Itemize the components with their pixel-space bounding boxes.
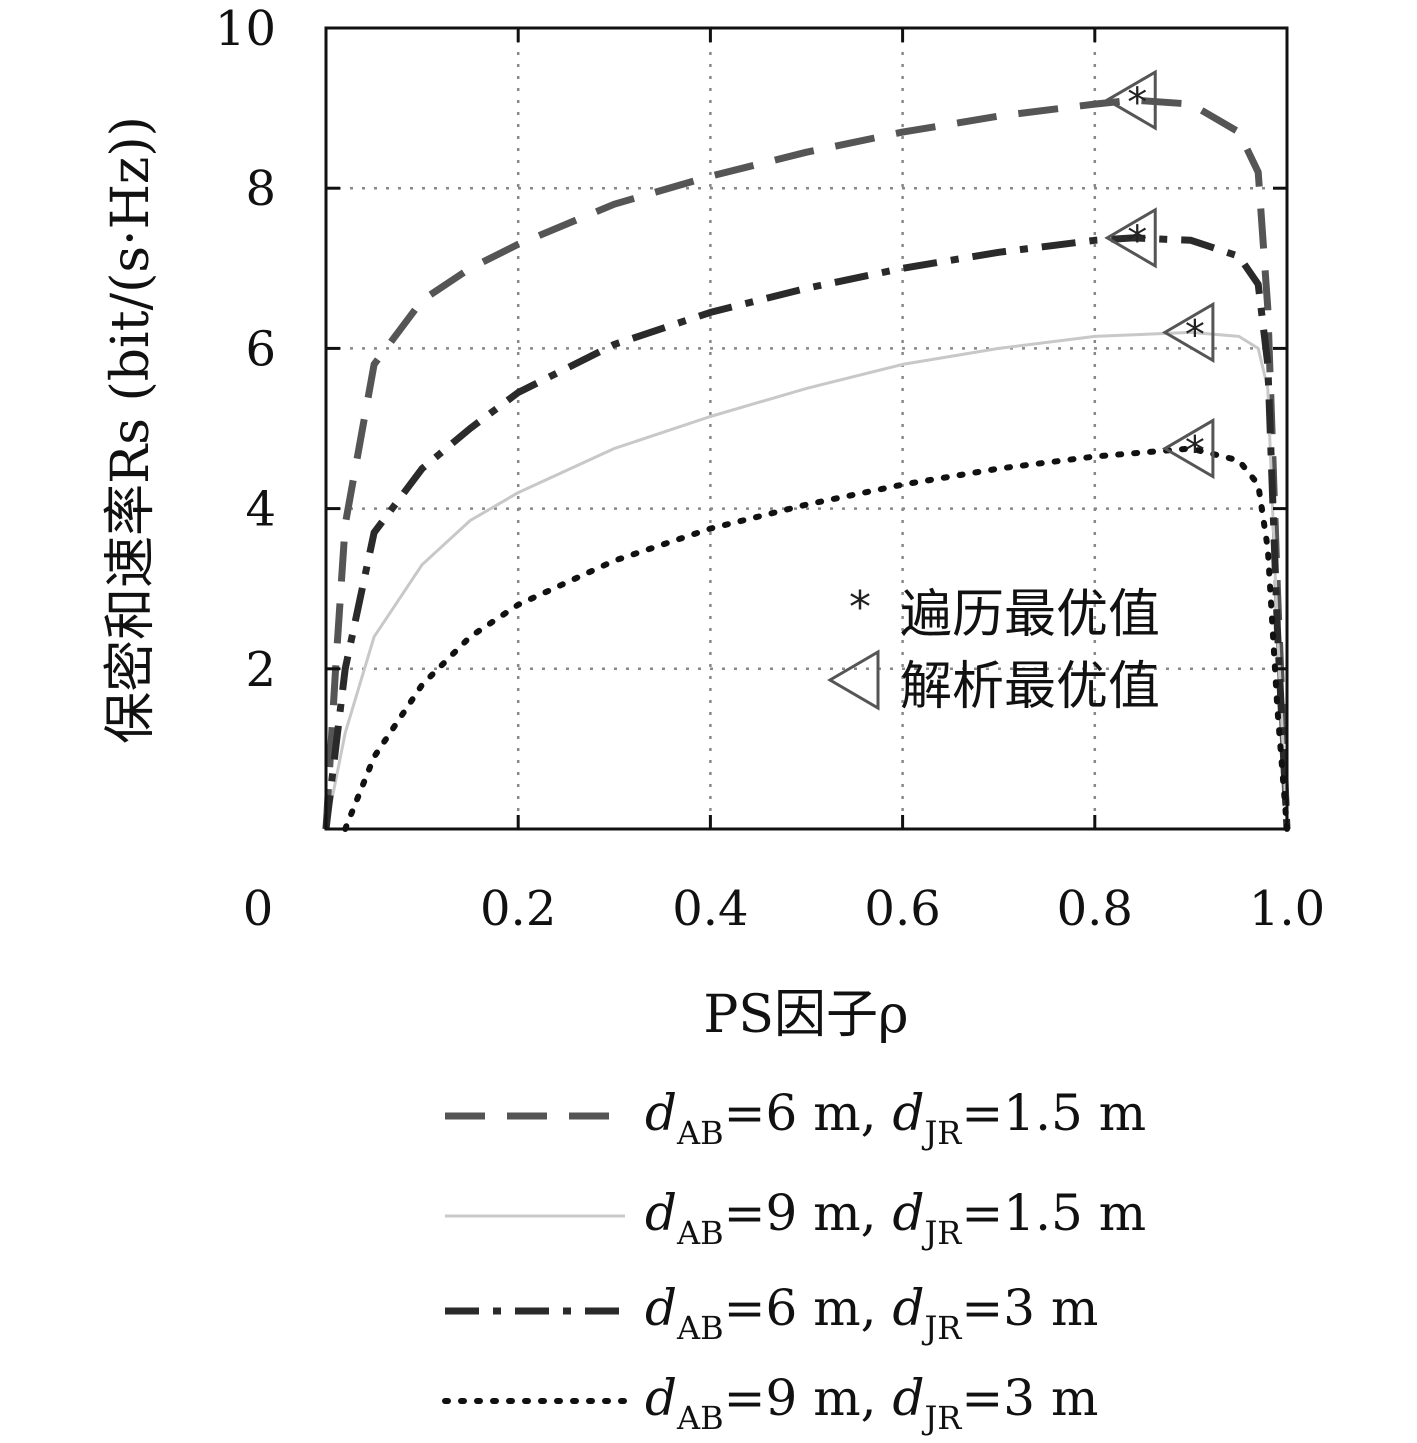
legend-label-2: dAB=9 m, dJR=1.5 m bbox=[645, 1184, 1146, 1252]
x-tick-label: 0.8 bbox=[1057, 881, 1133, 937]
analytic-optimum-marker bbox=[1104, 69, 1157, 131]
series-layer bbox=[322, 96, 1291, 832]
x-tick-label: 0 bbox=[243, 881, 274, 937]
plot-frame bbox=[324, 26, 1289, 831]
y-tick-label: 8 bbox=[245, 161, 276, 217]
traversal-legend-label: 遍历最优值 bbox=[900, 585, 1160, 645]
legend-label-3: dAB=6 m, dJR=3 m bbox=[645, 1279, 1098, 1347]
y-axis-label: 保密和速率Rs (bit/(s·Hz)) bbox=[101, 116, 161, 744]
series-line-3 bbox=[322, 234, 1291, 830]
marker-legend: * 遍历最优值 解析最优值 bbox=[827, 582, 1160, 717]
legend-label-1: dAB=6 m, dJR=1.5 m bbox=[645, 1084, 1146, 1152]
analytic-optimum-marker bbox=[1161, 301, 1215, 363]
traversal-optimum-marker: * bbox=[1127, 218, 1147, 264]
x-axis-label: PS因子ρ bbox=[703, 985, 908, 1045]
x-tick-label: 0.6 bbox=[864, 881, 940, 937]
analytic-legend-label: 解析最优值 bbox=[900, 657, 1160, 717]
y-tick-label: 4 bbox=[245, 482, 276, 538]
traversal-optimum-marker: * bbox=[1185, 312, 1205, 358]
analytic-optimum-marker bbox=[1161, 417, 1215, 480]
series-legend: dAB=6 m, dJR=1.5 m dAB=9 m, dJR=1.5 m dAB=… bbox=[442, 1084, 1146, 1437]
series-line-1 bbox=[322, 96, 1291, 830]
y-tick-label: 6 bbox=[245, 321, 276, 377]
analytic-marker-icon bbox=[827, 649, 880, 711]
x-tick-label: 0.2 bbox=[480, 881, 556, 937]
grid bbox=[326, 28, 1287, 829]
traversal-optimum-marker: * bbox=[1127, 80, 1147, 126]
series-line-2 bbox=[324, 330, 1289, 830]
analytic-optimum-marker bbox=[1104, 207, 1157, 269]
traversal-optimum-marker: * bbox=[1185, 429, 1205, 475]
y-tick-label: 10 bbox=[215, 1, 276, 57]
tick-labels: 0 0.2 0.4 0.6 0.8 1.0 2 4 6 8 10 bbox=[215, 1, 1325, 937]
optimum-markers: * * * * bbox=[1104, 69, 1215, 480]
x-tick-label: 1.0 bbox=[1249, 881, 1325, 937]
traversal-marker-icon: * bbox=[849, 582, 871, 633]
y-tick-label: 2 bbox=[245, 642, 276, 698]
x-tick-label: 0.4 bbox=[672, 881, 748, 937]
series-line-4 bbox=[342, 445, 1290, 832]
legend-label-4: dAB=9 m, dJR=3 m bbox=[645, 1369, 1098, 1437]
